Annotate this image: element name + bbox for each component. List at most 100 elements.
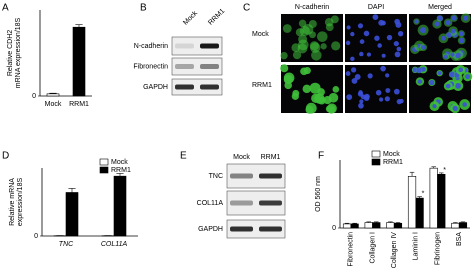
nucleus [463, 15, 469, 21]
bar [342, 223, 352, 229]
nucleus [455, 83, 461, 89]
cell-green [316, 31, 328, 42]
nucleus [445, 83, 451, 89]
nucleus [452, 105, 458, 112]
panel-letter: B [140, 3, 147, 14]
nucleus [420, 27, 427, 34]
panel-letter: C [243, 3, 250, 14]
legend-label: Mock [383, 151, 400, 158]
nucleus [459, 37, 465, 44]
bar [65, 192, 79, 237]
x-tick-label: RRM1 [69, 101, 89, 108]
bar [407, 176, 417, 229]
nucleus [366, 52, 372, 57]
blot-strip [171, 36, 223, 56]
nucleus [357, 23, 364, 29]
cell-green [283, 72, 295, 84]
blot-band [230, 173, 253, 179]
cell-green [292, 50, 302, 60]
cell-green [280, 51, 288, 60]
row-label: GAPDH [143, 84, 168, 91]
nucleus [397, 30, 404, 37]
x-tick-label: Collagen I [369, 232, 376, 264]
nucleus [394, 51, 401, 58]
x-tick-label: Collagen IV [391, 232, 398, 269]
nucleus [379, 97, 384, 102]
nucleus [437, 71, 442, 76]
cell-green [284, 81, 292, 90]
cell-green [292, 89, 300, 97]
nucleus [395, 21, 402, 28]
nucleus [465, 74, 471, 80]
nucleus [351, 67, 357, 73]
bar [437, 173, 446, 229]
bar [429, 167, 438, 229]
column-label: Merged [428, 4, 452, 11]
blot-band [200, 64, 219, 69]
significance-mark: * [443, 167, 446, 174]
y-axis-label: OD 560 nm [315, 176, 322, 212]
nucleus [414, 19, 419, 24]
nucleus [432, 104, 437, 109]
blot-band [200, 84, 219, 90]
nucleus [450, 28, 456, 34]
x-tick-label: Mock [45, 101, 62, 108]
cell-green [282, 24, 292, 33]
cell-green [311, 50, 322, 61]
nucleus [363, 95, 370, 101]
nucleus [451, 15, 457, 21]
y-axis-label: Relative mRNA [9, 178, 16, 226]
cell-green [331, 41, 341, 51]
bar [364, 222, 373, 229]
cell-green [298, 34, 308, 44]
x-tick-label: Laminin I [413, 232, 420, 260]
blot-strip [171, 57, 223, 76]
nucleus [381, 53, 386, 58]
column-label: DAPI [368, 4, 384, 11]
nucleus [354, 73, 361, 80]
cell-green [310, 42, 321, 53]
legend-swatch [371, 158, 381, 166]
panel-letter: D [2, 151, 9, 162]
bar [372, 222, 381, 229]
legend-swatch [99, 166, 109, 174]
nucleus [441, 35, 446, 41]
x-tick-label: Fibrinogen [434, 232, 441, 265]
legend-label: RRM1 [383, 159, 403, 166]
panel-letter: F [318, 151, 324, 162]
row-label: COL11A [197, 200, 224, 207]
cell-green [308, 19, 317, 28]
nucleus [396, 98, 402, 105]
nucleus [458, 31, 464, 37]
panel-letter: E [180, 151, 187, 162]
bar [386, 222, 395, 229]
bar [415, 197, 424, 229]
cell-green [295, 28, 304, 37]
cell-green [298, 19, 307, 28]
nucleus [386, 34, 393, 41]
nucleus [443, 54, 449, 59]
row-label: TNC [209, 173, 223, 180]
cell-green [305, 102, 317, 114]
nucleus [375, 89, 382, 96]
nucleus [359, 51, 364, 57]
bar [350, 223, 359, 229]
blot-band [175, 43, 194, 49]
nucleus [350, 31, 355, 37]
nucleus [458, 67, 464, 73]
y-axis-label: Relative CDH2 [7, 30, 14, 76]
nucleus [345, 71, 351, 76]
nucleus [450, 52, 455, 57]
y-tick-label: 0 [32, 93, 36, 100]
bar [72, 26, 86, 97]
bar [393, 222, 403, 229]
y-tick-label: 0 [34, 233, 38, 240]
nucleus [359, 39, 365, 44]
y-axis-label: expression/18S [17, 178, 24, 227]
nucleus [380, 65, 386, 72]
blot-strip [226, 219, 286, 239]
cell-green [328, 92, 339, 103]
nucleus [434, 21, 440, 27]
bar [46, 93, 60, 97]
x-tick-label: BSA [456, 232, 463, 246]
